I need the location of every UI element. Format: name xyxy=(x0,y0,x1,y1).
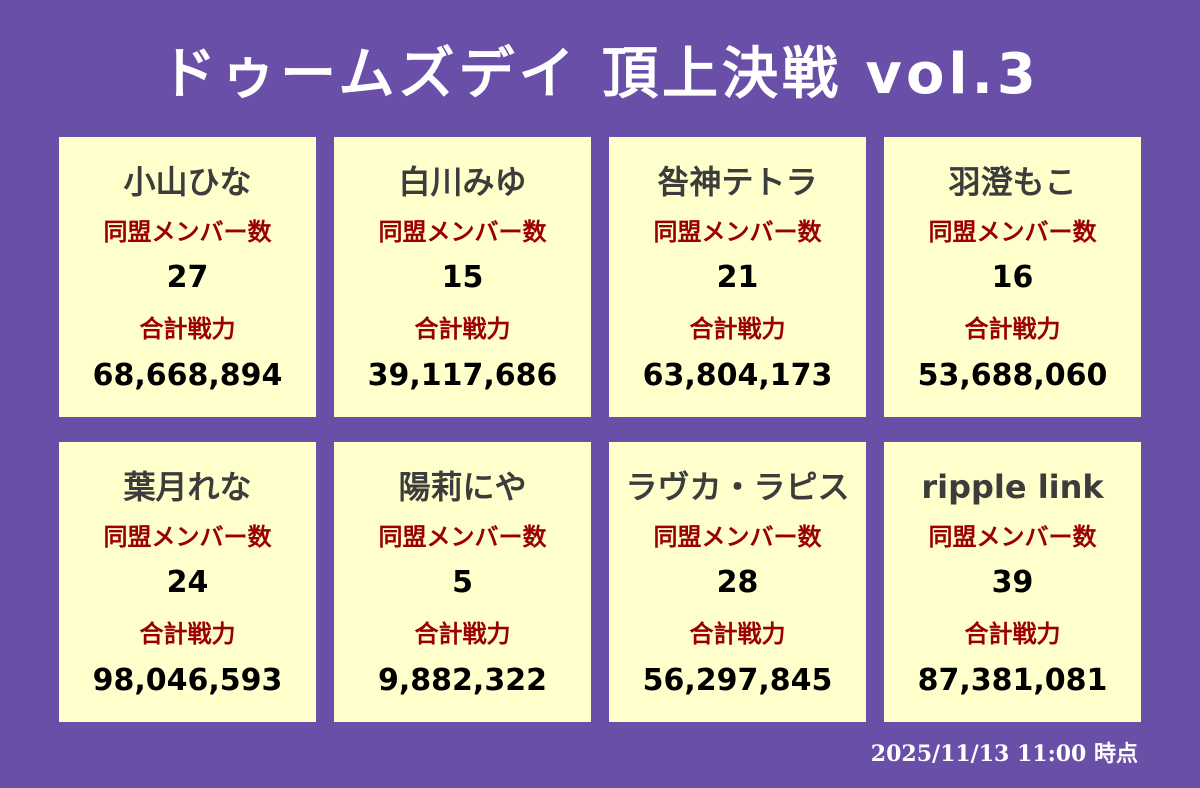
alliance-name: 陽莉にや xyxy=(398,468,527,506)
total-power-value: 87,381,081 xyxy=(917,663,1108,698)
member-count-value: 5 xyxy=(452,565,473,600)
alliance-card: 小山ひな 同盟メンバー数 27 合計戦力 68,668,894 xyxy=(59,137,316,417)
total-power-value: 68,668,894 xyxy=(92,358,283,393)
total-power-label: 合計戦力 xyxy=(689,315,786,343)
total-power-label: 合計戦力 xyxy=(414,315,511,343)
total-power-label: 合計戦力 xyxy=(964,620,1061,648)
member-count-value: 21 xyxy=(716,260,759,295)
member-count-value: 15 xyxy=(441,260,484,295)
total-power-label: 合計戦力 xyxy=(414,620,511,648)
member-count-label: 同盟メンバー数 xyxy=(928,218,1097,246)
alliance-card: ripple link 同盟メンバー数 39 合計戦力 87,381,081 xyxy=(884,442,1141,722)
total-power-label: 合計戦力 xyxy=(139,620,236,648)
member-count-label: 同盟メンバー数 xyxy=(103,218,272,246)
page-title: ドゥームズデイ 頂上決戦 vol.3 xyxy=(160,42,1040,107)
alliance-card: 陽莉にや 同盟メンバー数 5 合計戦力 9,882,322 xyxy=(334,442,591,722)
alliance-card: ラヴカ・ラピス 同盟メンバー数 28 合計戦力 56,297,845 xyxy=(609,442,866,722)
member-count-value: 39 xyxy=(991,565,1034,600)
member-count-value: 27 xyxy=(166,260,209,295)
member-count-label: 同盟メンバー数 xyxy=(103,523,272,551)
member-count-value: 28 xyxy=(716,565,759,600)
total-power-value: 53,688,060 xyxy=(917,358,1108,393)
timestamp: 2025/11/13 11:00 時点 xyxy=(870,741,1138,767)
alliance-card: 葉月れな 同盟メンバー数 24 合計戦力 98,046,593 xyxy=(59,442,316,722)
alliance-card-grid: 小山ひな 同盟メンバー数 27 合計戦力 68,668,894 白川みゆ 同盟メ… xyxy=(59,137,1141,722)
alliance-name: 葉月れな xyxy=(123,468,252,506)
member-count-label: 同盟メンバー数 xyxy=(378,523,547,551)
member-count-value: 24 xyxy=(166,565,209,600)
total-power-value: 56,297,845 xyxy=(642,663,833,698)
member-count-label: 同盟メンバー数 xyxy=(928,523,1097,551)
member-count-value: 16 xyxy=(991,260,1034,295)
alliance-name: ラヴカ・ラピス xyxy=(625,468,850,506)
total-power-value: 63,804,173 xyxy=(642,358,833,393)
alliance-name: 小山ひな xyxy=(123,163,252,201)
member-count-label: 同盟メンバー数 xyxy=(653,523,822,551)
total-power-label: 合計戦力 xyxy=(964,315,1061,343)
total-power-value: 39,117,686 xyxy=(367,358,558,393)
alliance-card: 羽澄もこ 同盟メンバー数 16 合計戦力 53,688,060 xyxy=(884,137,1141,417)
member-count-label: 同盟メンバー数 xyxy=(653,218,822,246)
alliance-name: 咎神テトラ xyxy=(657,163,818,201)
total-power-value: 98,046,593 xyxy=(92,663,283,698)
alliance-name: 白川みゆ xyxy=(398,163,527,201)
total-power-value: 9,882,322 xyxy=(378,663,547,698)
alliance-name: ripple link xyxy=(921,468,1104,506)
total-power-label: 合計戦力 xyxy=(689,620,786,648)
total-power-label: 合計戦力 xyxy=(139,315,236,343)
alliance-card: 白川みゆ 同盟メンバー数 15 合計戦力 39,117,686 xyxy=(334,137,591,417)
alliance-name: 羽澄もこ xyxy=(948,163,1077,201)
member-count-label: 同盟メンバー数 xyxy=(378,218,547,246)
alliance-card: 咎神テトラ 同盟メンバー数 21 合計戦力 63,804,173 xyxy=(609,137,866,417)
